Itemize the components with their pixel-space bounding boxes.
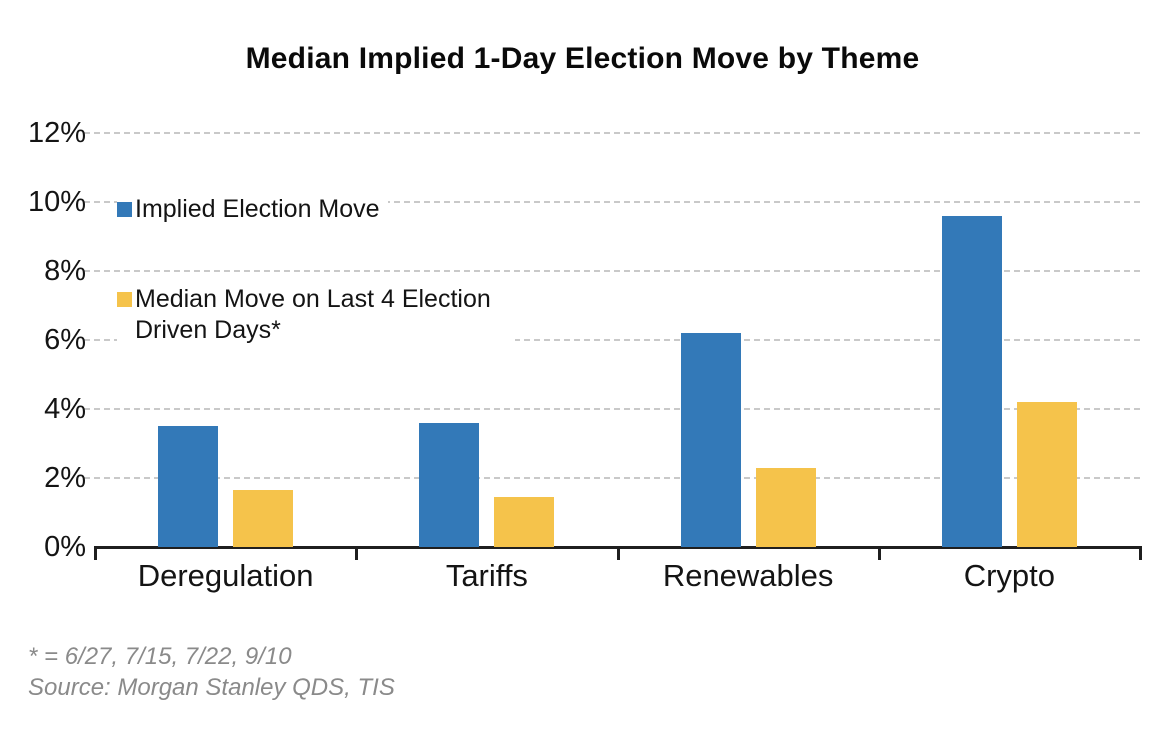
legend-swatch-blue-icon [117,202,132,217]
bar-crypto-median4 [1016,402,1077,547]
y-axis-tick-label-8pct: 8% [44,255,86,287]
gridline-2pct [84,477,1140,479]
bar-renewables-implied [680,333,741,547]
gridline-12pct [84,132,1140,134]
footnote-asterisk-dates: * = 6/27, 7/15, 7/22, 9/10 [28,643,292,670]
bar-deregulation-implied [158,426,219,547]
legend-item-median-move-last-4: Median Move on Last 4 Election Driven Da… [117,284,515,346]
legend-label-median-move-last-4: Median Move on Last 4 Election Driven Da… [135,285,491,344]
y-axis-tick-label-6pct: 6% [44,324,86,356]
x-axis-tick [1139,546,1142,560]
x-axis-tick [94,546,97,560]
bar-deregulation-median4 [233,490,294,547]
x-axis-category-label-renewables: Renewables [662,558,834,593]
gridline-10pct [84,201,1140,203]
gridline-6pct [84,339,1140,341]
footnote-source: Source: Morgan Stanley QDS, TIS [28,674,395,701]
chart-title: Median Implied 1-Day Election Move by Th… [245,42,920,75]
bar-tariffs-median4 [494,496,555,547]
gridline-8pct [84,270,1140,272]
x-axis-category-label-tariffs: Tariffs [445,558,528,593]
legend-swatch-yellow-icon [117,292,132,307]
y-axis-tick-label-4pct: 4% [44,393,86,425]
x-axis-tick [616,546,620,560]
y-axis-tick-label-12pct: 12% [27,117,86,149]
footnotes: * = 6/27, 7/15, 7/22, 9/10 Source: Morga… [28,641,395,703]
x-axis-tick [877,546,881,560]
bar-crypto-implied [941,215,1002,547]
bar-renewables-median4 [755,467,816,547]
x-axis-category-label-deregulation: Deregulation [137,558,314,593]
y-axis-tick-label-0pct: 0% [44,531,86,563]
y-axis-tick-label-10pct: 10% [27,186,86,218]
gridline-4pct [84,408,1140,410]
legend-item-implied-election-move: Implied Election Move [117,194,388,225]
y-axis-tick-label-2pct: 2% [44,462,86,494]
legend-label-implied-election-move: Implied Election Move [135,195,380,223]
x-axis-tick [355,546,359,560]
bar-tariffs-implied [419,422,480,547]
x-axis-category-label-crypto: Crypto [963,558,1056,593]
